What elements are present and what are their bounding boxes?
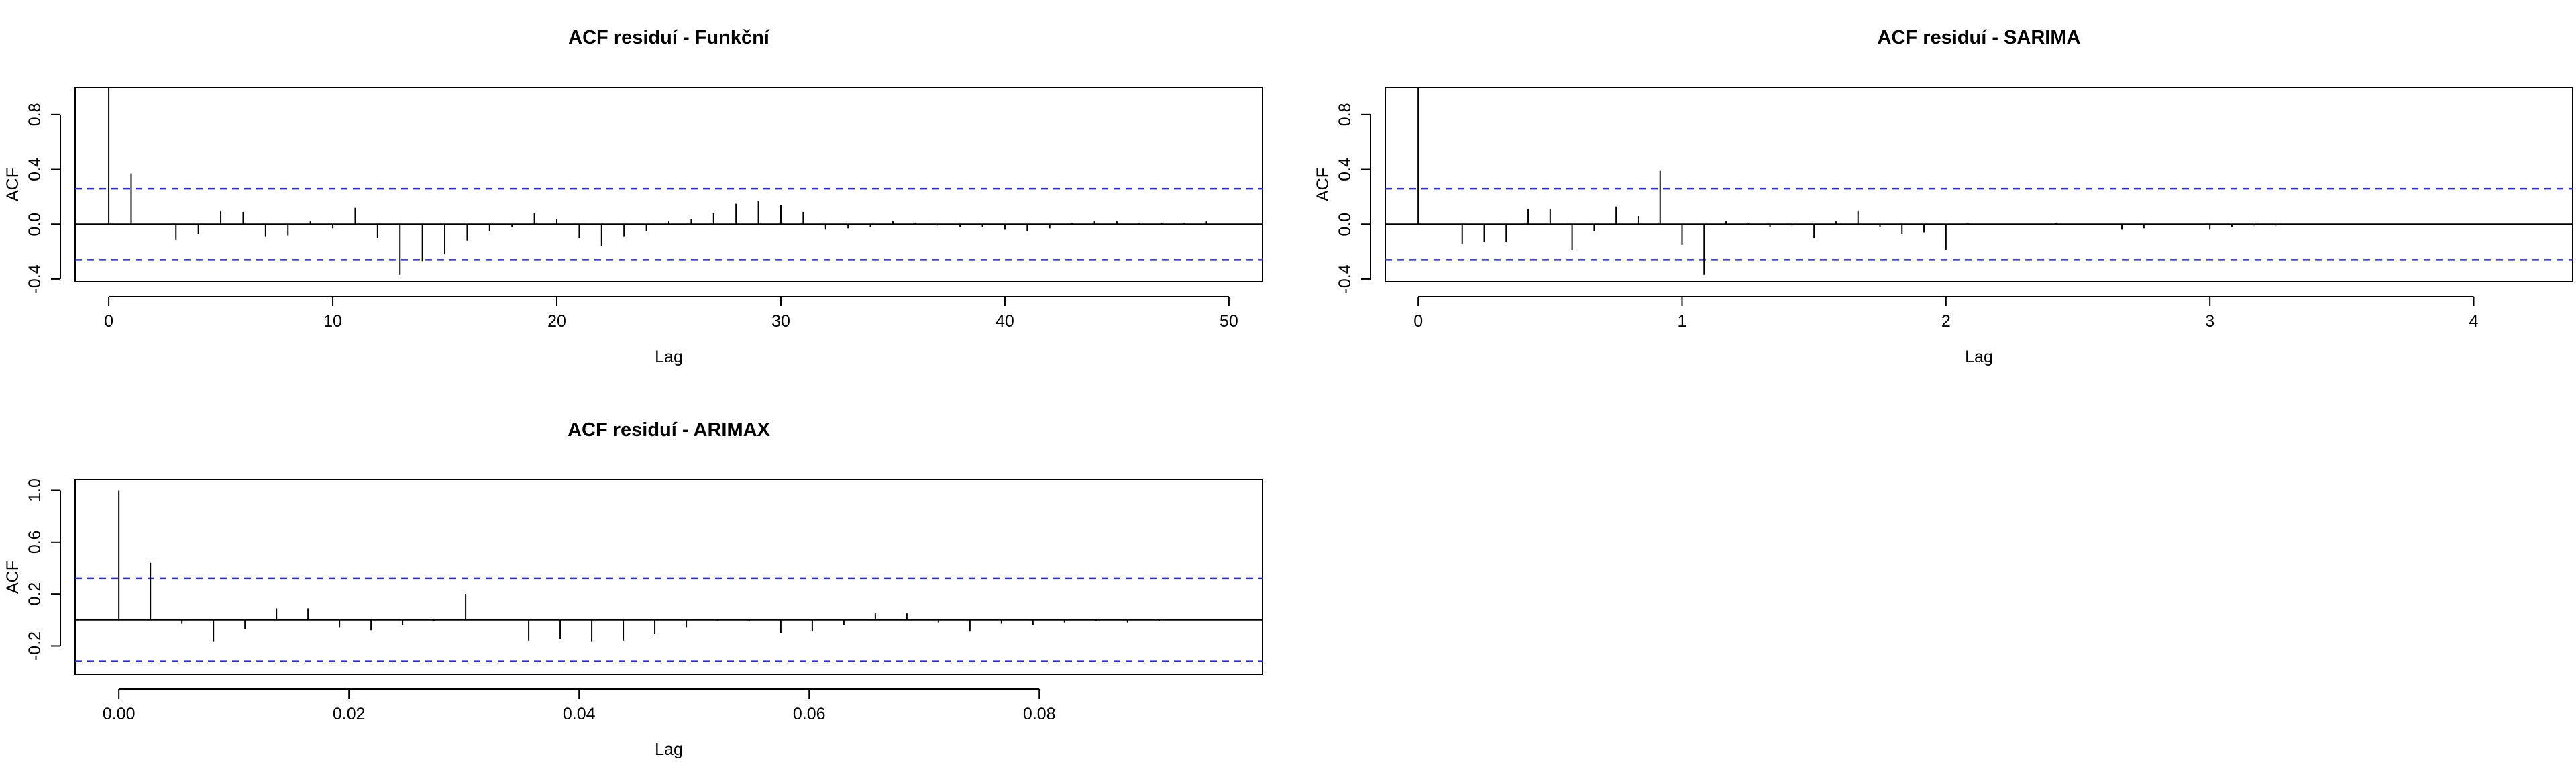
- y-tick-label: 0.0: [1336, 213, 1354, 236]
- x-tick-label: 4: [2469, 312, 2479, 331]
- x-tick-label: 3: [2205, 312, 2214, 331]
- y-tick-label: 0.6: [25, 530, 44, 554]
- x-tick-label: 0.04: [563, 705, 596, 723]
- y-axis-label: ACF: [1313, 168, 1332, 201]
- y-axis-label: ACF: [3, 560, 22, 594]
- x-tick-label: 10: [323, 312, 342, 331]
- x-axis-label: Lag: [655, 348, 683, 366]
- acf-plot-sarima: ACF residuí - SARIMA Lag ACF 0 1 2 3 4 -0.4 0.…: [1313, 27, 2573, 366]
- acf-plot-arimax: ACF residuí - ARIMAX Lag ACF 0.00 0.02 0.0…: [3, 419, 1263, 759]
- x-tick-label: 40: [996, 312, 1014, 331]
- y-tick-label: 0.8: [25, 103, 44, 126]
- x-tick-label: 0.00: [103, 705, 136, 723]
- y-axis-label: ACF: [3, 168, 22, 201]
- x-tick-label: 20: [547, 312, 566, 331]
- plot-frame: [74, 479, 1263, 675]
- y-tick-label: 1.0: [25, 478, 44, 502]
- chart-title: ACF residuí - SARIMA: [1878, 27, 2081, 48]
- y-tick-label: 0.4: [25, 158, 44, 181]
- y-tick-label: 0.0: [25, 213, 44, 236]
- x-tick-label: 50: [1220, 312, 1238, 331]
- x-axis-label: Lag: [655, 740, 683, 759]
- x-tick-label: 1: [1678, 312, 1687, 331]
- acf-plot-funkcni: ACF residuí - Funkční Lag ACF 0 10 20 30 40 5…: [3, 27, 1263, 366]
- x-tick-label: 30: [771, 312, 790, 331]
- x-tick-label: 0.08: [1023, 705, 1056, 723]
- y-tick-label: 0.4: [1336, 158, 1354, 181]
- plot-frame: [1385, 87, 2573, 282]
- x-tick-label: 0: [104, 312, 113, 331]
- x-axis-label: Lag: [1965, 348, 1993, 366]
- x-tick-label: 0.02: [333, 705, 366, 723]
- chart-title: ACF residuí - ARIMAX: [568, 419, 770, 441]
- y-tick-label: -0.4: [25, 264, 44, 293]
- y-tick-label: 0.2: [25, 582, 44, 606]
- x-tick-label: 2: [1941, 312, 1951, 331]
- x-tick-label: 0.06: [793, 705, 826, 723]
- x-tick-label: 0: [1413, 312, 1423, 331]
- y-tick-label: -0.4: [1336, 264, 1354, 293]
- y-tick-label: -0.2: [25, 631, 44, 660]
- y-tick-label: 0.8: [1336, 103, 1354, 126]
- plot-frame: [74, 87, 1263, 282]
- chart-title: ACF residuí - Funkční: [568, 27, 770, 48]
